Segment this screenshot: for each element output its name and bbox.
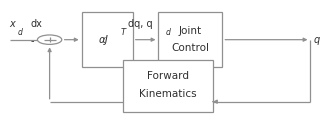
Text: dx: dx <box>31 19 43 29</box>
Text: Kinematics: Kinematics <box>139 89 197 99</box>
Text: x: x <box>10 19 15 29</box>
Text: αJ: αJ <box>99 35 109 45</box>
Text: d: d <box>18 28 22 37</box>
Text: T: T <box>121 28 126 37</box>
FancyBboxPatch shape <box>158 12 222 67</box>
Text: Control: Control <box>172 43 209 53</box>
FancyBboxPatch shape <box>123 60 213 112</box>
Text: dq, q: dq, q <box>129 19 153 29</box>
Text: Forward: Forward <box>147 71 189 81</box>
FancyBboxPatch shape <box>82 12 133 67</box>
Text: d: d <box>165 28 171 37</box>
Text: Joint: Joint <box>179 26 202 36</box>
Text: q: q <box>314 35 320 45</box>
Text: -: - <box>31 36 34 46</box>
